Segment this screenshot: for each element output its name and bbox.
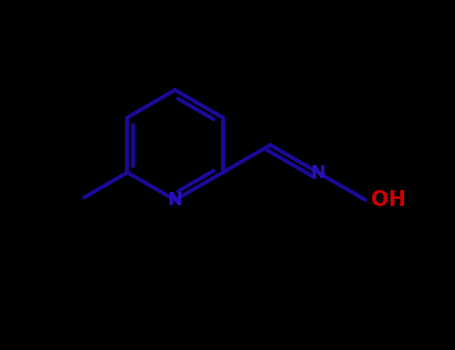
Text: OH: OH — [370, 190, 405, 210]
Text: N: N — [310, 163, 325, 182]
Text: N: N — [167, 191, 182, 209]
